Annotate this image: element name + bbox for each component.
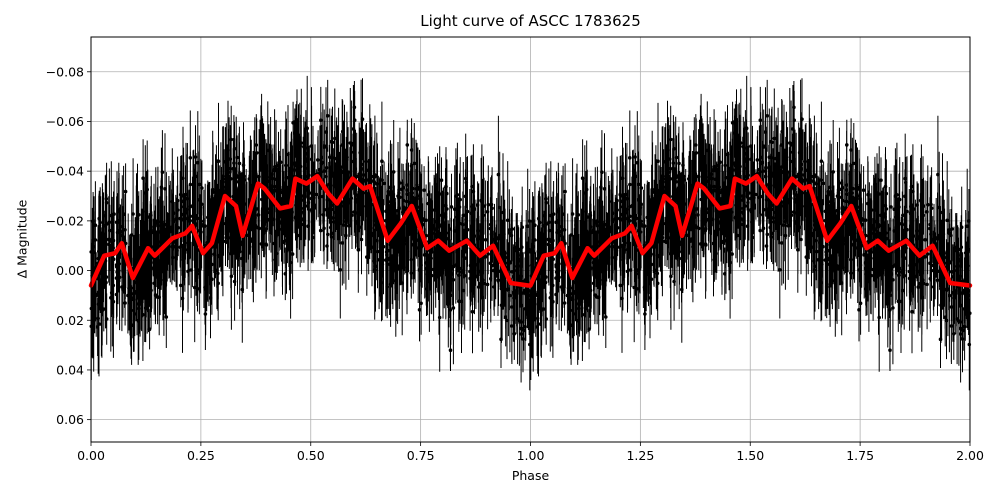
y-tick-label: −0.08: [46, 64, 84, 79]
trend-line: [88, 173, 973, 288]
y-axis-ticks: −0.08 −0.06 −0.04 −0.02 0.00 0.02 0.04 0.06: [46, 64, 91, 427]
x-tick-label: 2.00: [956, 448, 984, 463]
x-axis-label: Phase: [511, 468, 550, 483]
y-tick-label: −0.04: [46, 164, 84, 179]
y-tick-label: 0.04: [56, 362, 84, 377]
x-tick-label: 1.00: [517, 448, 545, 463]
x-tick-label: 0.00: [77, 448, 105, 463]
x-tick-label: 0.50: [297, 448, 325, 463]
x-tick-label: 0.75: [407, 448, 435, 463]
y-tick-label: 0.02: [56, 313, 84, 328]
x-tick-label: 1.25: [626, 448, 654, 463]
x-tick-label: 1.75: [846, 448, 874, 463]
chart-title: Light curve of ASCC 1783625: [420, 12, 641, 30]
x-axis-ticks: 0.00 0.25 0.50 0.75 1.00 1.25 1.50 1.75 2.00: [77, 442, 984, 463]
x-tick-label: 0.25: [187, 448, 215, 463]
x-tick-label: 1.50: [736, 448, 764, 463]
y-axis-label: Δ Magnitude: [14, 199, 30, 279]
y-tick-label: 0.06: [56, 412, 84, 427]
y-tick-label: −0.06: [46, 114, 84, 129]
y-tick-label: 0.00: [56, 263, 84, 278]
y-tick-label: −0.02: [46, 213, 84, 228]
